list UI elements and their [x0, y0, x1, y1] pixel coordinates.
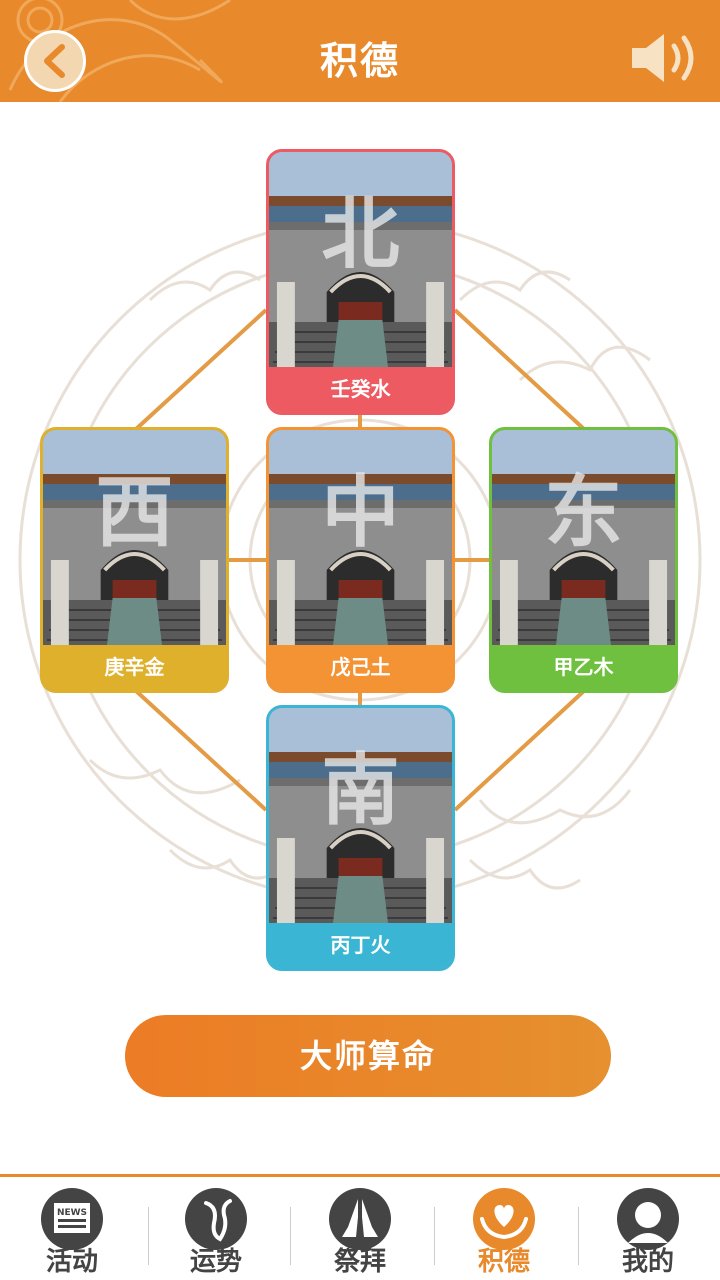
bottom-nav: NEWS 活动 运势 祭拜 积德 — [0, 1174, 720, 1280]
master-fortune-button[interactable]: 大师算命 — [125, 1015, 611, 1097]
direction-glyph: 南 — [321, 745, 400, 836]
app-header: 积德 — [0, 0, 720, 102]
direction-label: 甲乙木 — [492, 645, 675, 690]
direction-glyph: 西 — [95, 467, 174, 558]
nav-label: 祭拜 — [333, 1247, 386, 1277]
direction-label: 庚辛金 — [43, 645, 226, 690]
nav-item-merit[interactable]: 积德 — [432, 1177, 576, 1280]
direction-card-south[interactable]: 南 丙丁火 — [266, 705, 455, 971]
news-badge-text: NEWS — [57, 1208, 87, 1218]
direction-glyph: 中 — [321, 467, 400, 558]
nav-item-fortune[interactable]: 运势 — [144, 1177, 288, 1280]
back-button[interactable] — [24, 30, 86, 92]
direction-card-center[interactable]: 中 戊己土 — [266, 427, 455, 693]
nav-item-worship[interactable]: 祭拜 — [288, 1177, 432, 1280]
nav-label: 运势 — [189, 1247, 242, 1277]
nav-divider — [434, 1207, 435, 1265]
nav-label: 活动 — [45, 1247, 98, 1277]
chevron-left-icon — [44, 44, 65, 78]
nav-divider — [148, 1207, 149, 1265]
nav-divider — [290, 1207, 291, 1265]
direction-label: 戊己土 — [269, 645, 452, 690]
nav-item-profile[interactable]: 我的 — [576, 1177, 720, 1280]
direction-card-north[interactable]: 北 壬癸水 — [266, 149, 455, 415]
direction-card-east[interactable]: 东 甲乙木 — [489, 427, 678, 693]
direction-glyph: 东 — [544, 467, 623, 558]
user-icon — [617, 1188, 679, 1250]
nav-divider — [578, 1207, 579, 1265]
nav-item-activity[interactable]: NEWS 活动 — [0, 1177, 144, 1280]
nav-label: 积德 — [477, 1247, 530, 1277]
heart-hands-icon — [473, 1188, 535, 1250]
sound-toggle-button[interactable] — [628, 28, 700, 88]
speaker-icon — [632, 34, 694, 82]
direction-card-west[interactable]: 西 庚辛金 — [40, 427, 229, 693]
direction-label: 丙丁火 — [269, 923, 452, 968]
page-title: 积德 — [319, 39, 400, 83]
fortune-icon — [185, 1188, 247, 1250]
direction-glyph: 北 — [321, 189, 400, 280]
pray-hands-icon — [329, 1188, 391, 1250]
nav-label: 我的 — [621, 1247, 674, 1277]
direction-label: 壬癸水 — [269, 367, 452, 412]
news-icon: NEWS — [41, 1188, 103, 1250]
